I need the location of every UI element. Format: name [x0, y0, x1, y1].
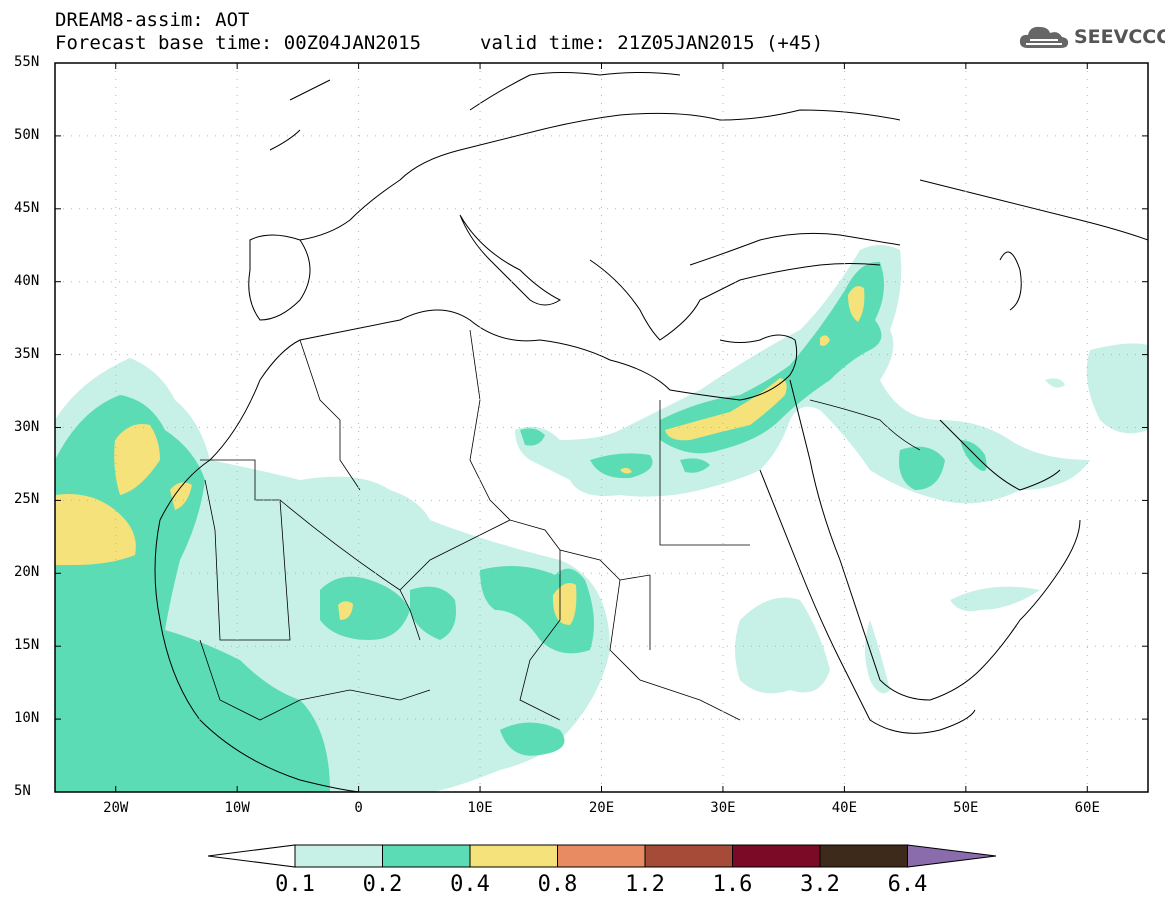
latitude-label: 45N: [14, 199, 40, 216]
longitude-label: 30E: [710, 800, 736, 816]
colorbar-label: 1.2: [625, 872, 665, 897]
colorbar-segment: [469, 844, 558, 868]
latitude-label: 35N: [14, 345, 40, 362]
latitude-label: 30N: [14, 418, 40, 435]
latitude-label: 15N: [14, 637, 40, 654]
colorbar-label: 0.8: [537, 872, 578, 897]
latitude-label: 5N: [14, 783, 31, 799]
seevccc-logo: SEEVCCC: [1018, 22, 1165, 52]
longitude-label: 20W: [103, 800, 129, 816]
colorbar-segment: [294, 844, 383, 868]
longitude-label: 10W: [224, 800, 250, 816]
colorbar-segment: [819, 844, 908, 868]
longitude-label: 10E: [467, 800, 493, 816]
valid-time: valid time: 21Z05JAN2015 (+45): [480, 32, 824, 54]
forecast-base-time: Forecast base time: 00Z04JAN2015: [55, 32, 422, 54]
latitude-label: 40N: [14, 272, 40, 289]
colorbar-arrow-low: [207, 844, 296, 868]
latitude-label: 10N: [14, 710, 40, 727]
colorbar-segment: [382, 844, 471, 868]
longitude-label: 20E: [588, 800, 615, 816]
colorbar-label: 3.2: [800, 872, 840, 897]
aot-field: [55, 72, 1148, 792]
longitude-label: 50E: [953, 800, 979, 816]
colorbar-segment: [557, 844, 646, 868]
longitude-label: 60E: [1074, 800, 1100, 816]
colorbar-label: 0.4: [450, 872, 490, 897]
coastlines: [154, 72, 1148, 792]
colorbar-label: 0.1: [275, 872, 315, 897]
colorbar-segment: [732, 844, 821, 868]
latitude-label: 55N: [14, 54, 40, 70]
colorbar-segment: [644, 844, 733, 868]
country-borders: [199, 329, 921, 721]
colorbar-arrow-high: [907, 844, 997, 868]
longitude-label: 40E: [831, 800, 858, 816]
colorbar-label: 6.4: [887, 872, 928, 897]
latitude-label: 25N: [14, 491, 40, 508]
latitude-label: 50N: [14, 126, 40, 143]
colorbar-label: 0.2: [362, 872, 403, 897]
map-title: DREAM8-assim: AOT: [55, 9, 250, 31]
axis-ticks: [55, 62, 1148, 793]
longitude-label: 0: [354, 800, 363, 816]
colorbar-label: 1.6: [712, 872, 753, 897]
latitude-label: 20N: [14, 564, 40, 581]
cloud-icon: [1019, 26, 1069, 48]
logo-text: SEEVCCC: [1074, 26, 1165, 48]
